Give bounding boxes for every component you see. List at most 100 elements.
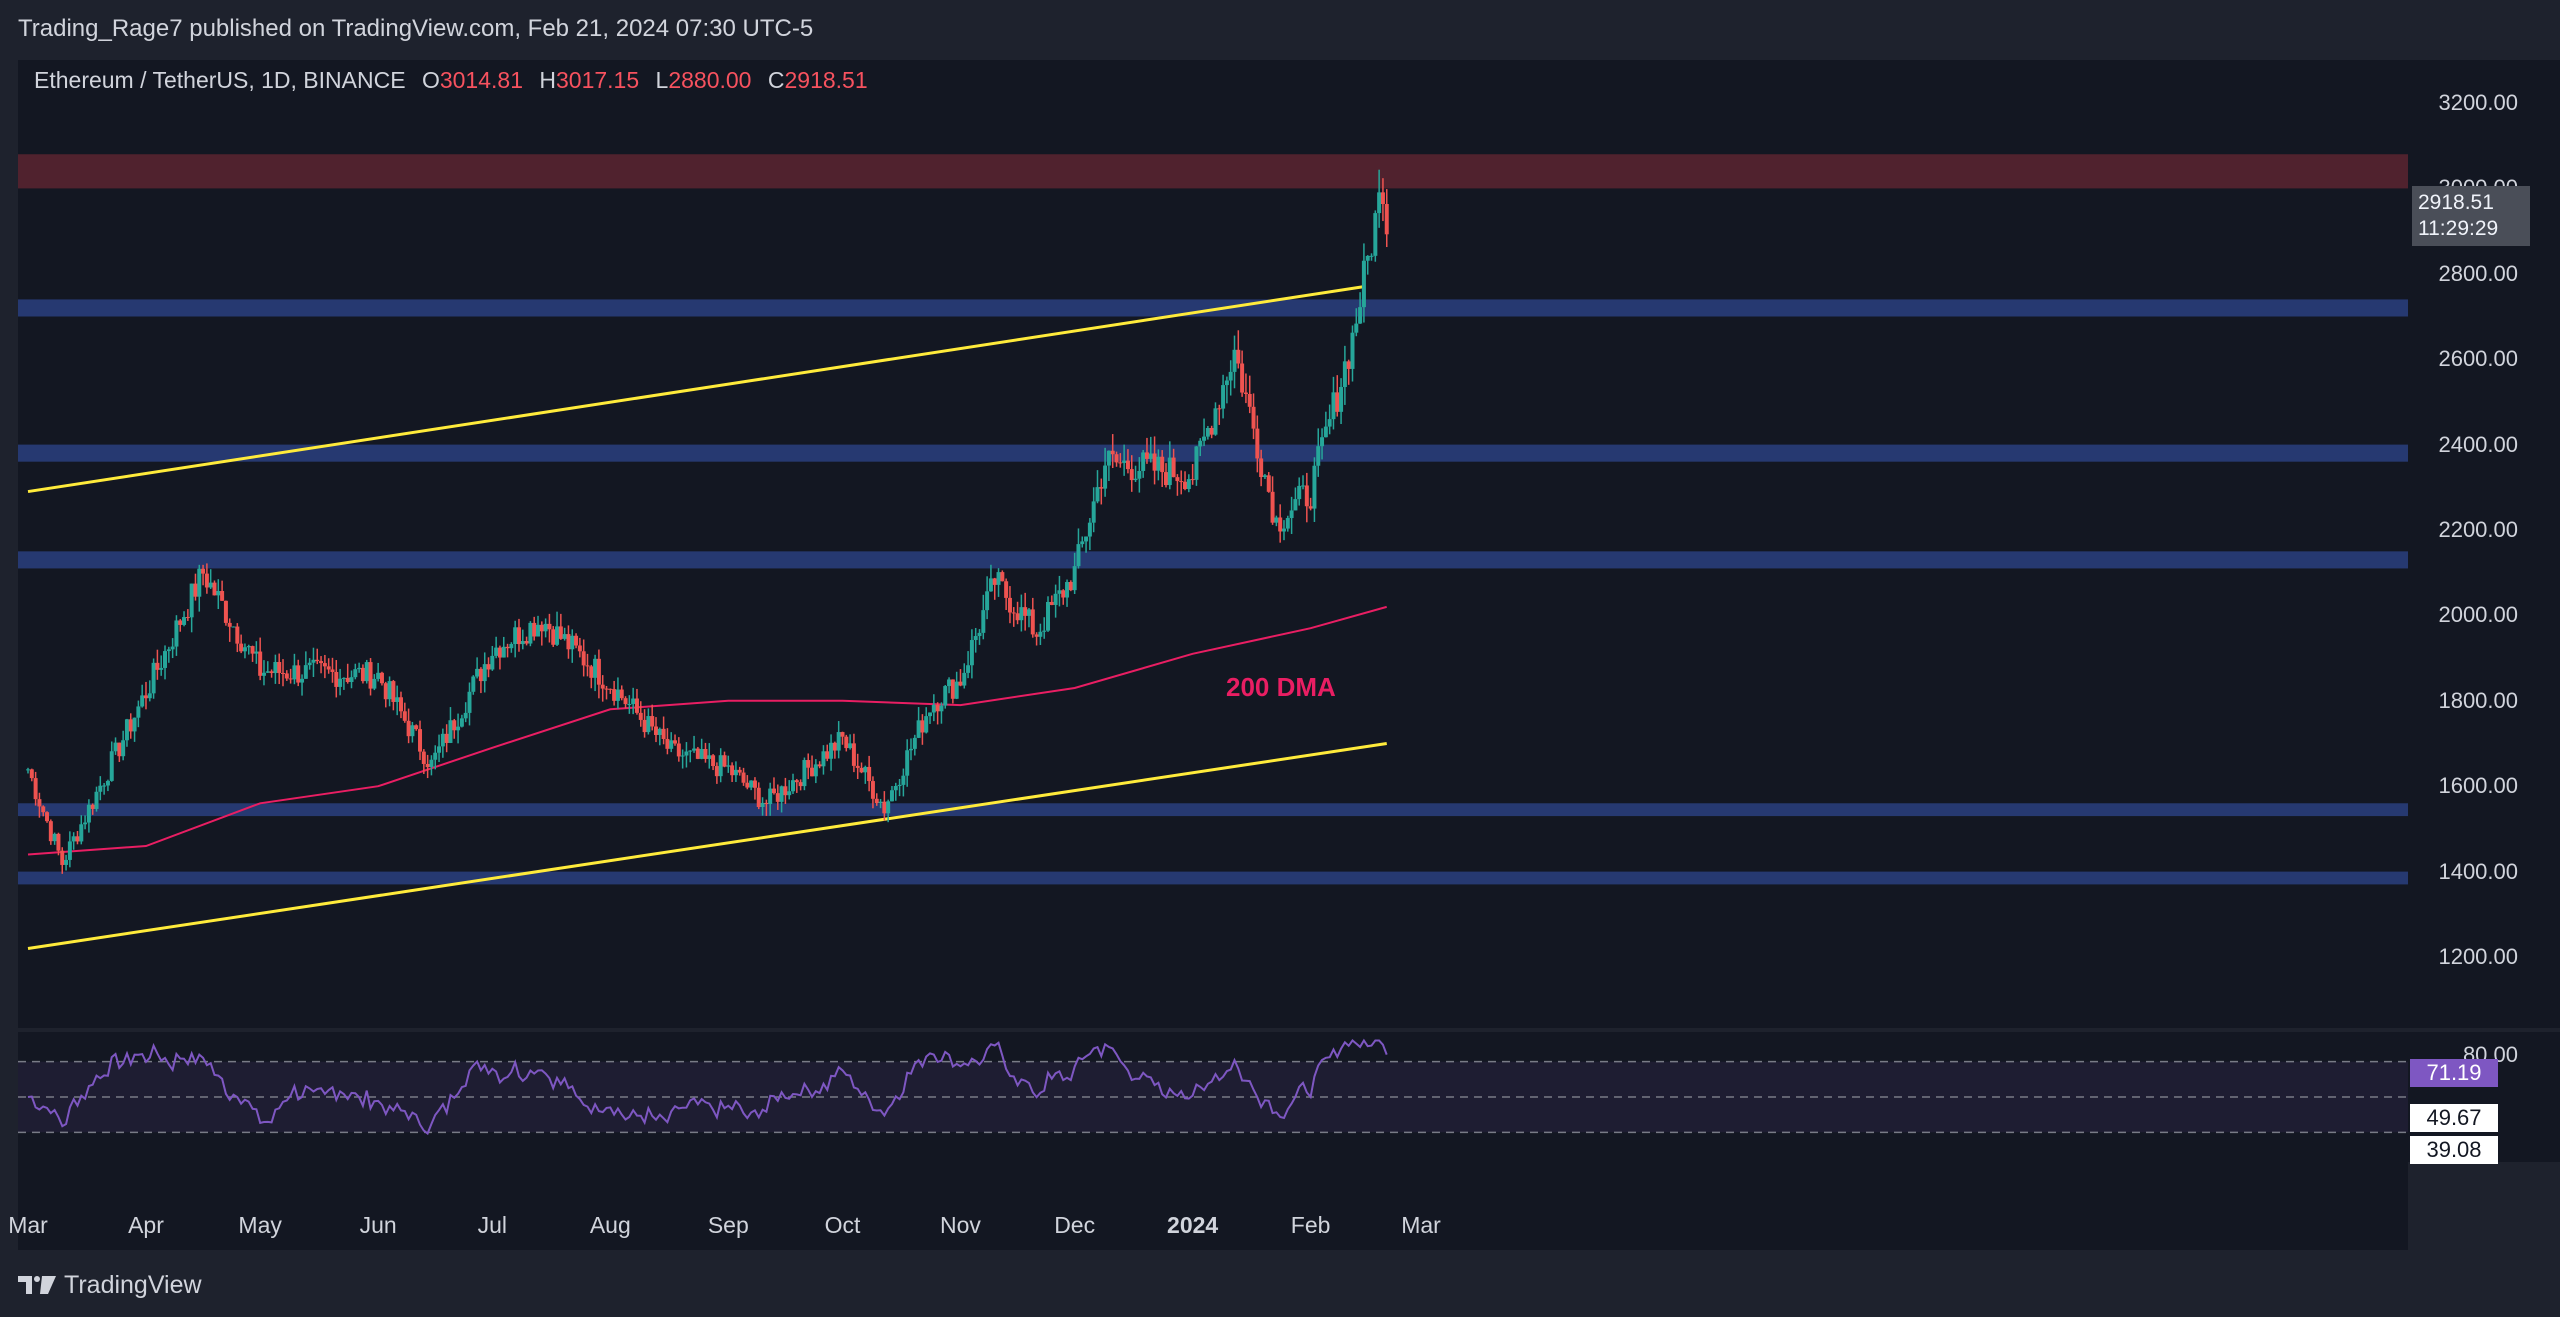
candle-body (372, 678, 377, 689)
candle-body (1327, 419, 1332, 427)
sr-zone-1 (18, 299, 2408, 317)
candle-body (692, 748, 697, 751)
candle-body (988, 578, 993, 592)
main-chart-pane[interactable] (18, 60, 2408, 1028)
candle-body (653, 726, 658, 735)
candle-body (1004, 581, 1009, 598)
candle-body (1053, 593, 1058, 605)
candle-body (421, 751, 426, 764)
candle-body (943, 686, 948, 706)
last-price-tag: 2918.51 11:29:29 (2412, 186, 2530, 246)
candle-body (258, 651, 263, 676)
candle-body (962, 672, 967, 686)
price-axis-label: 2000.00 (2438, 602, 2518, 628)
candle-body (574, 635, 579, 646)
candle-body (555, 626, 560, 645)
candle-body (379, 672, 384, 684)
tradingview-logo[interactable]: TradingView (18, 1268, 202, 1302)
candle-body (1091, 501, 1096, 523)
candle-body (1011, 612, 1016, 614)
candle-body (1339, 387, 1344, 412)
price-axis-label: 1400.00 (2438, 858, 2518, 884)
candle-body (402, 711, 407, 721)
candle-body (547, 623, 552, 630)
candle-body (163, 651, 168, 668)
candle-body (916, 720, 921, 738)
candle-body (528, 622, 533, 644)
candle-body (1099, 487, 1104, 489)
low-key: L (655, 67, 669, 93)
rsi-chart-svg[interactable] (18, 1032, 2408, 1162)
candle-body (357, 667, 362, 670)
candle-body (410, 725, 415, 737)
candle-body (109, 751, 114, 781)
candle-body (1122, 460, 1127, 463)
price-axis-label: 2400.00 (2438, 431, 2518, 457)
price-chart-svg[interactable] (18, 60, 2408, 1028)
candle-body (947, 679, 952, 687)
candle-body (707, 755, 712, 759)
candle-body (383, 683, 388, 700)
time-axis-label: Mar (1401, 1212, 1441, 1238)
candle-body (509, 643, 514, 649)
candle-body (966, 665, 971, 673)
candle-body (250, 646, 255, 654)
candle-body (798, 782, 803, 787)
candle-body (330, 669, 335, 673)
candle-body (490, 655, 495, 670)
rsi-value-tag: 71.19 (2410, 1059, 2498, 1087)
candle-body (924, 716, 929, 733)
candle-body (75, 836, 80, 842)
candle-body (1278, 517, 1283, 532)
candle-body (627, 704, 632, 706)
candle-body (1316, 446, 1321, 466)
candle-body (596, 658, 601, 685)
time-axis-label: Dec (1054, 1212, 1096, 1238)
candle-body (1289, 510, 1294, 519)
candle-body (870, 781, 875, 799)
candle-body (1110, 450, 1115, 455)
candle-body (791, 780, 796, 792)
candle-body (368, 662, 373, 689)
candle-body (950, 679, 955, 699)
candle-body (634, 698, 639, 713)
candle-body (1129, 469, 1134, 481)
candle-body (836, 732, 841, 751)
time-axis[interactable] (18, 1162, 2408, 1250)
candle-body (1106, 450, 1111, 466)
candle-body (1304, 485, 1309, 507)
candle-body (281, 672, 286, 674)
high-key: H (539, 67, 556, 93)
candle-body (1209, 427, 1214, 435)
candle-body (48, 821, 53, 842)
candle-body (1034, 634, 1039, 637)
candle-body (227, 622, 232, 627)
candle-body (311, 659, 316, 663)
candle-body (566, 634, 571, 650)
candle-body (920, 720, 925, 733)
candle-body (928, 712, 933, 717)
candle-body (1361, 260, 1366, 308)
candle-body (1175, 477, 1180, 482)
candle-body (433, 752, 438, 760)
candles-group (26, 169, 1389, 874)
rsi-pane[interactable] (18, 1032, 2408, 1162)
candle-body (973, 636, 978, 641)
candle-body (121, 740, 126, 757)
candle-body (520, 641, 525, 645)
candle-body (958, 681, 963, 686)
candle-body (37, 799, 42, 807)
candle-body (775, 793, 780, 802)
candle-body (733, 769, 738, 776)
candle-body (475, 668, 480, 677)
candle-body (1072, 566, 1077, 591)
candle-body (1023, 607, 1028, 616)
candle-body (277, 662, 282, 673)
candle-body (1125, 460, 1130, 470)
candle-body (1243, 392, 1248, 394)
candle-body (1103, 465, 1108, 489)
candle-body (216, 591, 221, 596)
close-value: 2918.51 (784, 67, 868, 93)
candle-body (631, 698, 636, 705)
candle-body (1179, 481, 1184, 483)
